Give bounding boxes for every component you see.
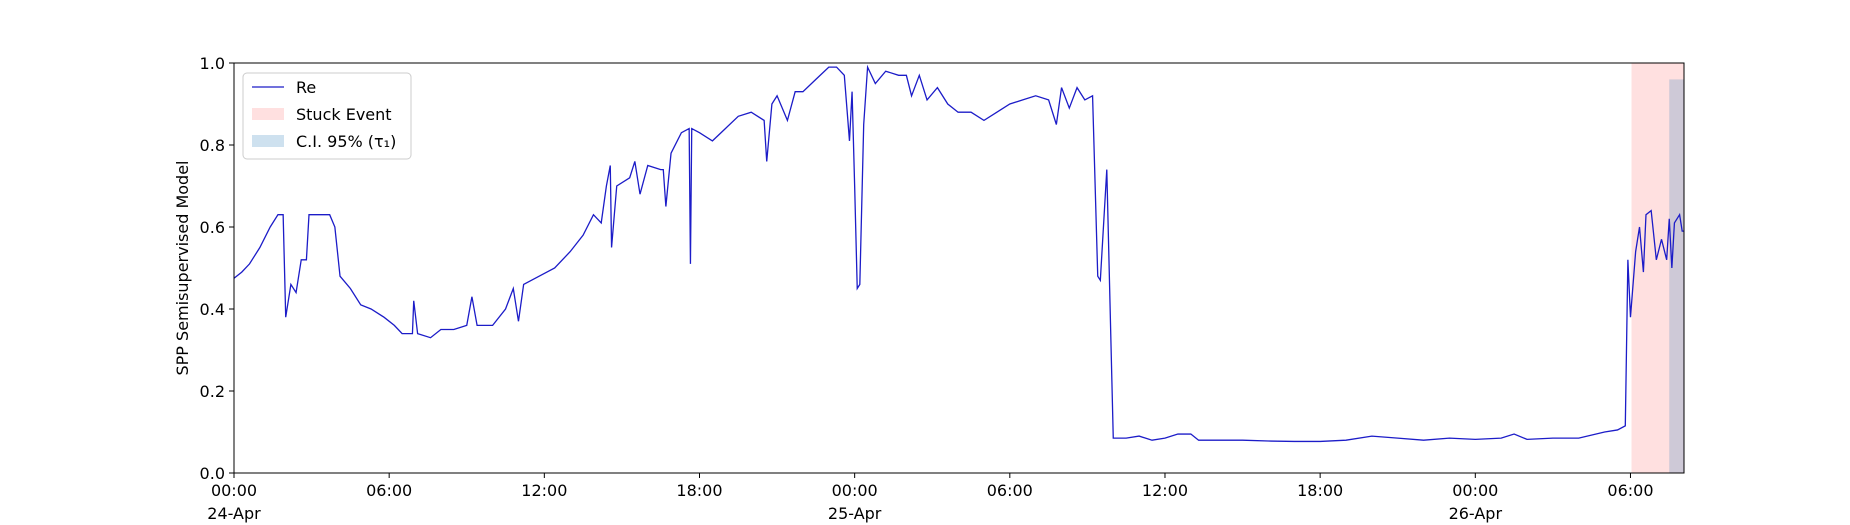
- x-tick-label: 18:00: [676, 481, 722, 500]
- x-tick-label: 12:00: [521, 481, 567, 500]
- legend-label: Re: [296, 78, 316, 97]
- x-tick-label: 06:00: [1607, 481, 1653, 500]
- x-tick-label: 18:00: [1297, 481, 1343, 500]
- legend-label: Stuck Event: [296, 105, 392, 124]
- y-axis-label: SPP Semisupervised Model: [173, 161, 192, 376]
- x-tick-label: 06:00: [987, 481, 1033, 500]
- line: [233, 64, 1684, 443]
- x-tick-label: 00:00 26-Apr: [1449, 481, 1503, 523]
- legend-label: C.I. 95% (τ₁): [296, 132, 396, 151]
- legend-box: [242, 72, 412, 160]
- x-tick-label: 06:00: [366, 481, 412, 500]
- legend-swatch: [252, 135, 284, 147]
- x-tick-label: 12:00: [1142, 481, 1188, 500]
- span: [1631, 63, 1684, 473]
- y-tick-label: 0.0: [200, 464, 225, 483]
- y-tick-label: 0.6: [200, 218, 225, 237]
- span: [1669, 79, 1684, 474]
- y-tick-label: 0.8: [200, 136, 225, 155]
- y-tick-label: 0.2: [200, 382, 225, 401]
- plot-frame: [233, 62, 1685, 474]
- x-tick-label: 00:00 25-Apr: [828, 481, 882, 523]
- y-tick-label: 0.4: [200, 300, 225, 319]
- legend-swatch: [252, 108, 284, 120]
- y-tick-label: 1.0: [200, 54, 225, 73]
